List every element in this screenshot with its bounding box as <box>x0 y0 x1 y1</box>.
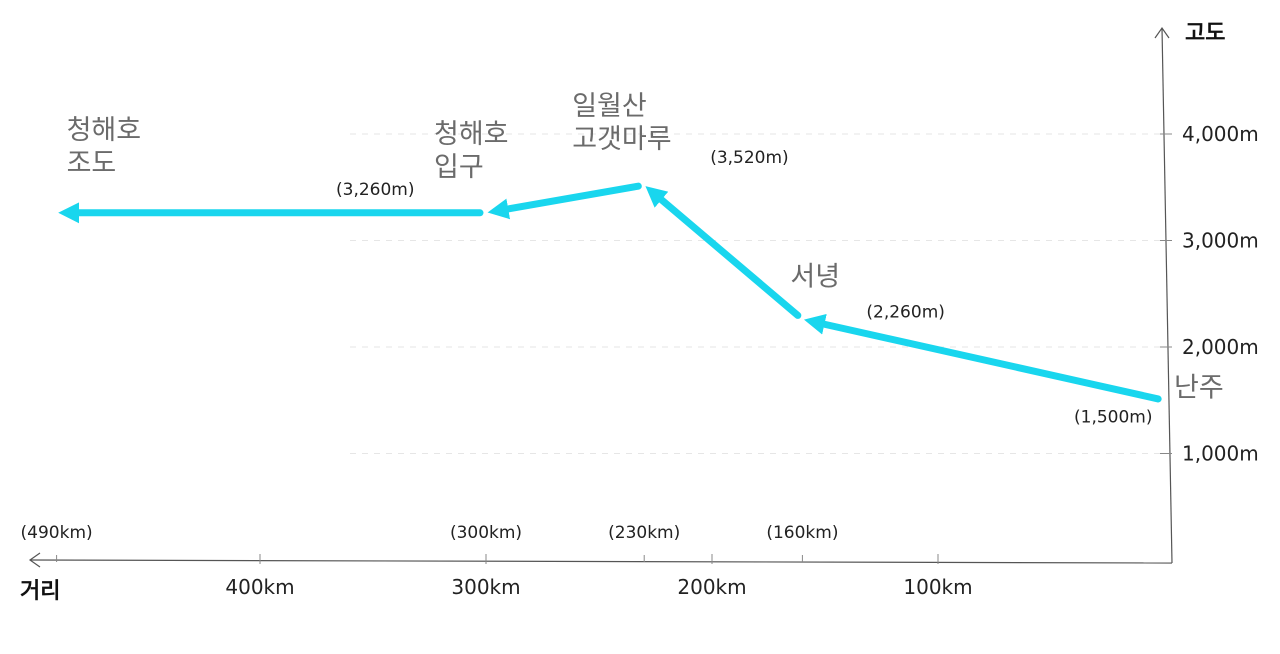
place-label-3-1: 입구 <box>434 152 484 183</box>
distance-label-4: (490km) <box>21 523 93 543</box>
x-tick-label-400: 400km <box>225 575 294 599</box>
x-tick-label-100: 100km <box>903 575 972 599</box>
elevation-label-3: (3,260m) <box>336 180 415 200</box>
x-tick-label-200: 200km <box>677 575 746 599</box>
place-label-0-0: 난주 <box>1174 372 1224 403</box>
grid-lines <box>350 133 1160 454</box>
y-tick-label-3000: 3,000m <box>1182 229 1259 253</box>
x-axis-arrow <box>28 552 41 568</box>
place-label-3-0: 청해호 <box>434 119 509 150</box>
y-tick-label-1000: 1,000m <box>1182 442 1259 466</box>
x-axis-line <box>29 559 1173 564</box>
elevation-label-0: (1,500m) <box>1074 407 1153 427</box>
y-ticks: 1,000m 2,000m 3,000m 4,000m <box>1160 122 1259 466</box>
y-axis-arrow <box>1154 26 1170 39</box>
route-segment-2 <box>487 182 642 220</box>
x-ticks: 400km 300km 200km 100km <box>56 554 973 599</box>
place-label-2-1: 고갯마루 <box>572 124 671 155</box>
distance-label-3: (300km) <box>450 523 522 543</box>
axes <box>28 26 1173 568</box>
y-axis-line <box>1161 27 1173 564</box>
elevation-label-1: (2,260m) <box>866 302 945 322</box>
elevation-label-2: (3,520m) <box>710 148 789 168</box>
place-label-2-0: 일월산 <box>572 91 647 122</box>
place-label-4-1: 조도 <box>67 148 117 179</box>
route-line <box>58 182 1162 403</box>
distance-label-1: (160km) <box>766 523 838 543</box>
y-tick-label-2000: 2,000m <box>1182 335 1259 359</box>
y-tick-label-4000: 4,000m <box>1182 122 1259 146</box>
route-segment-0 <box>803 314 1162 403</box>
y-axis-title: 고도 <box>1185 21 1225 46</box>
place-label-4-0: 청해호 <box>67 115 142 146</box>
route-segment-1 <box>645 186 802 319</box>
distance-label-2: (230km) <box>608 523 680 543</box>
x-axis-title: 거리 <box>20 579 60 604</box>
place-label-1-0: 서녕 <box>790 261 840 292</box>
x-tick-label-300: 300km <box>451 575 520 599</box>
